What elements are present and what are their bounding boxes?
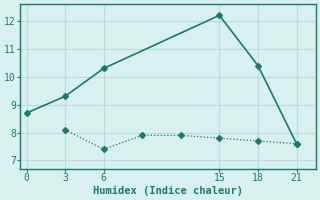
- X-axis label: Humidex (Indice chaleur): Humidex (Indice chaleur): [93, 186, 243, 196]
